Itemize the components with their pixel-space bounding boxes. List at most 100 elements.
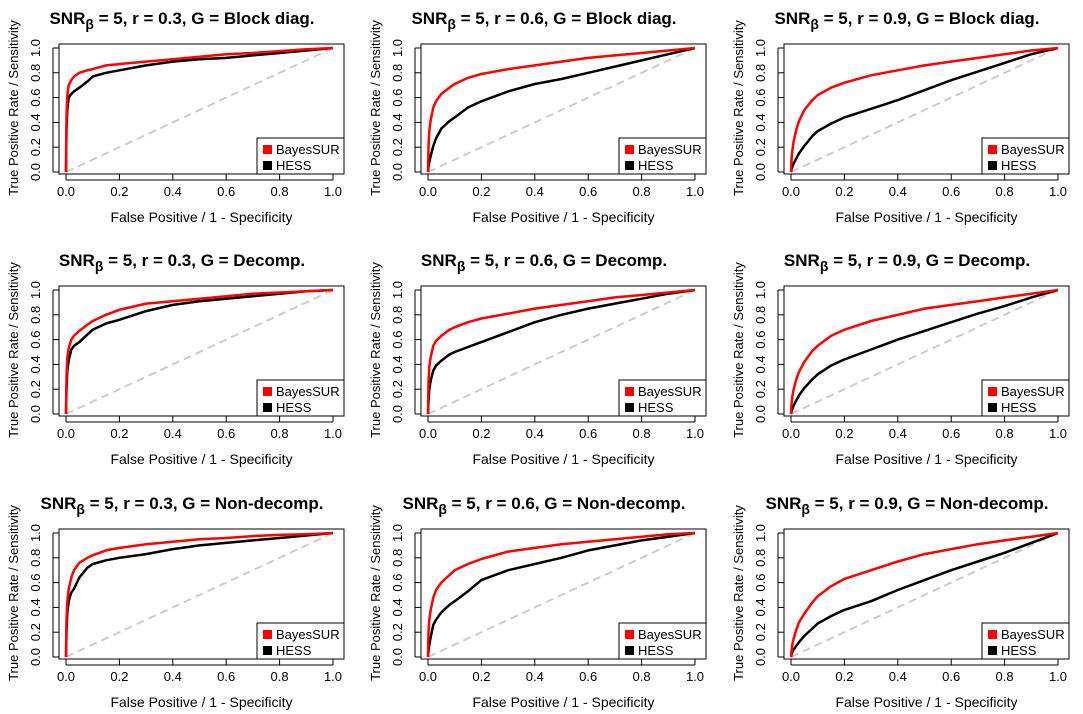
x-tick-label: 0.0 — [782, 669, 800, 684]
x-tick-label: 0.8 — [271, 426, 289, 441]
title-snr: SNR — [40, 494, 76, 513]
title-snr: SNR — [59, 251, 95, 270]
panel-title: SNRβ = 5, r = 0.9, G = Non-decomp. — [765, 494, 1048, 517]
title-rest: = 5, r = 0.9, G = Decomp. — [828, 251, 1030, 270]
legend-label: HESS — [276, 643, 312, 658]
series-line-hess — [64, 288, 334, 415]
y-tick-label: 0.2 — [28, 623, 43, 641]
legend-label: BayesSUR — [276, 384, 340, 399]
series-line-hess — [426, 46, 696, 173]
y-tick-label: 0.8 — [28, 306, 43, 324]
x-tick-label: 0.6 — [942, 426, 960, 441]
plot-frame — [420, 43, 707, 175]
diagonal-reference-line — [65, 532, 334, 658]
y-tick-label: 0.8 — [753, 64, 768, 82]
series-line-bayessur — [789, 531, 1059, 658]
series-line-hess — [426, 531, 696, 658]
y-tick-label: 0.6 — [28, 89, 43, 107]
y-tick-label: 1.0 — [390, 524, 405, 542]
x-tick-label: 0.6 — [217, 669, 235, 684]
series-line-bayessur — [64, 288, 334, 415]
roc-panel-4: SNRβ = 5, r = 0.3, G = Decomp. 0.0 0.2 0.4 0… — [6, 251, 345, 467]
x-tick-label: 1.0 — [686, 669, 704, 684]
y-tick-label: 1.0 — [753, 281, 768, 299]
x-tick-label: 1.0 — [1049, 669, 1067, 684]
y-tick-label: 0.8 — [390, 306, 405, 324]
title-rest: = 5, r = 0.3, G = Decomp. — [103, 251, 305, 270]
title-snr: SNR — [765, 494, 801, 513]
series-line-hess — [789, 46, 1059, 173]
y-axis-title: True Positive Rate / Sensitivity — [6, 20, 21, 196]
x-tick-label: 0.8 — [271, 669, 289, 684]
plot-frame — [420, 528, 707, 660]
legend-label: BayesSUR — [1001, 384, 1065, 399]
panel-title: SNRβ = 5, r = 0.6, G = Block diag. — [411, 9, 676, 32]
diagonal-reference-line — [790, 532, 1059, 658]
series-line-bayessur — [789, 46, 1059, 173]
y-tick-label: 1.0 — [390, 281, 405, 299]
x-tick-label: 0.2 — [472, 426, 490, 441]
x-tick-label: 0.4 — [889, 669, 907, 684]
y-tick-label: 0.6 — [753, 574, 768, 592]
x-tick-label: 0.0 — [419, 426, 437, 441]
x-tick-label: 0.8 — [633, 184, 651, 199]
roc-panel-7: SNRβ = 5, r = 0.3, G = Non-decomp. 0.0 0.2… — [6, 494, 345, 710]
x-tick-label: 0.2 — [110, 184, 128, 199]
series-line-hess — [789, 531, 1059, 658]
y-tick-label: 0.4 — [28, 598, 43, 616]
title-snr: SNR — [411, 9, 447, 28]
x-tick-label: 0.0 — [57, 426, 75, 441]
x-tick-label: 0.6 — [579, 426, 597, 441]
legend-swatch-hess — [988, 646, 997, 655]
x-tick-label: 1.0 — [686, 184, 704, 199]
x-tick-label: 1.0 — [324, 184, 342, 199]
y-tick-label: 0.4 — [390, 355, 405, 373]
x-tick-label: 0.2 — [472, 669, 490, 684]
legend-swatch-hess — [625, 646, 634, 655]
legend-swatch-bayessur — [988, 387, 997, 396]
x-tick-label: 0.4 — [164, 669, 182, 684]
title-subscript: β — [820, 258, 829, 274]
x-tick-label: 0.0 — [782, 184, 800, 199]
y-tick-label: 0.0 — [28, 648, 43, 666]
legend-swatch-hess — [263, 161, 272, 170]
legend-label: BayesSUR — [638, 384, 702, 399]
x-tick-label: 0.4 — [526, 184, 544, 199]
x-tick-label: 0.2 — [110, 669, 128, 684]
x-tick-label: 1.0 — [1049, 184, 1067, 199]
x-tick-label: 0.2 — [835, 669, 853, 684]
diagonal-reference-line — [790, 47, 1059, 173]
y-tick-label: 0.8 — [390, 549, 405, 567]
x-tick-label: 0.6 — [942, 184, 960, 199]
legend-label: BayesSUR — [1001, 627, 1065, 642]
plot-frame — [420, 285, 707, 417]
title-rest: = 5, r = 0.3, G = Block diag. — [94, 9, 315, 28]
legend-label: HESS — [1001, 643, 1037, 658]
y-tick-label: 0.2 — [28, 138, 43, 156]
plot-frame — [783, 528, 1070, 660]
title-snr: SNR — [402, 494, 438, 513]
legend-label: HESS — [276, 400, 312, 415]
y-tick-label: 0.4 — [753, 598, 768, 616]
title-subscript: β — [447, 16, 456, 32]
x-tick-label: 0.8 — [996, 669, 1014, 684]
x-tick-label: 0.8 — [996, 426, 1014, 441]
y-tick-label: 0.6 — [390, 574, 405, 592]
y-tick-label: 1.0 — [753, 524, 768, 542]
series-line-bayessur — [64, 46, 334, 173]
legend-label: HESS — [276, 158, 312, 173]
y-tick-label: 0.2 — [28, 380, 43, 398]
title-subscript: β — [85, 16, 94, 32]
legend-swatch-hess — [988, 161, 997, 170]
x-tick-label: 0.2 — [110, 426, 128, 441]
x-tick-label: 0.6 — [942, 669, 960, 684]
legend-swatch-bayessur — [988, 630, 997, 639]
y-tick-label: 1.0 — [28, 524, 43, 542]
x-tick-label: 0.8 — [633, 669, 651, 684]
series-line-bayessur — [426, 288, 696, 415]
